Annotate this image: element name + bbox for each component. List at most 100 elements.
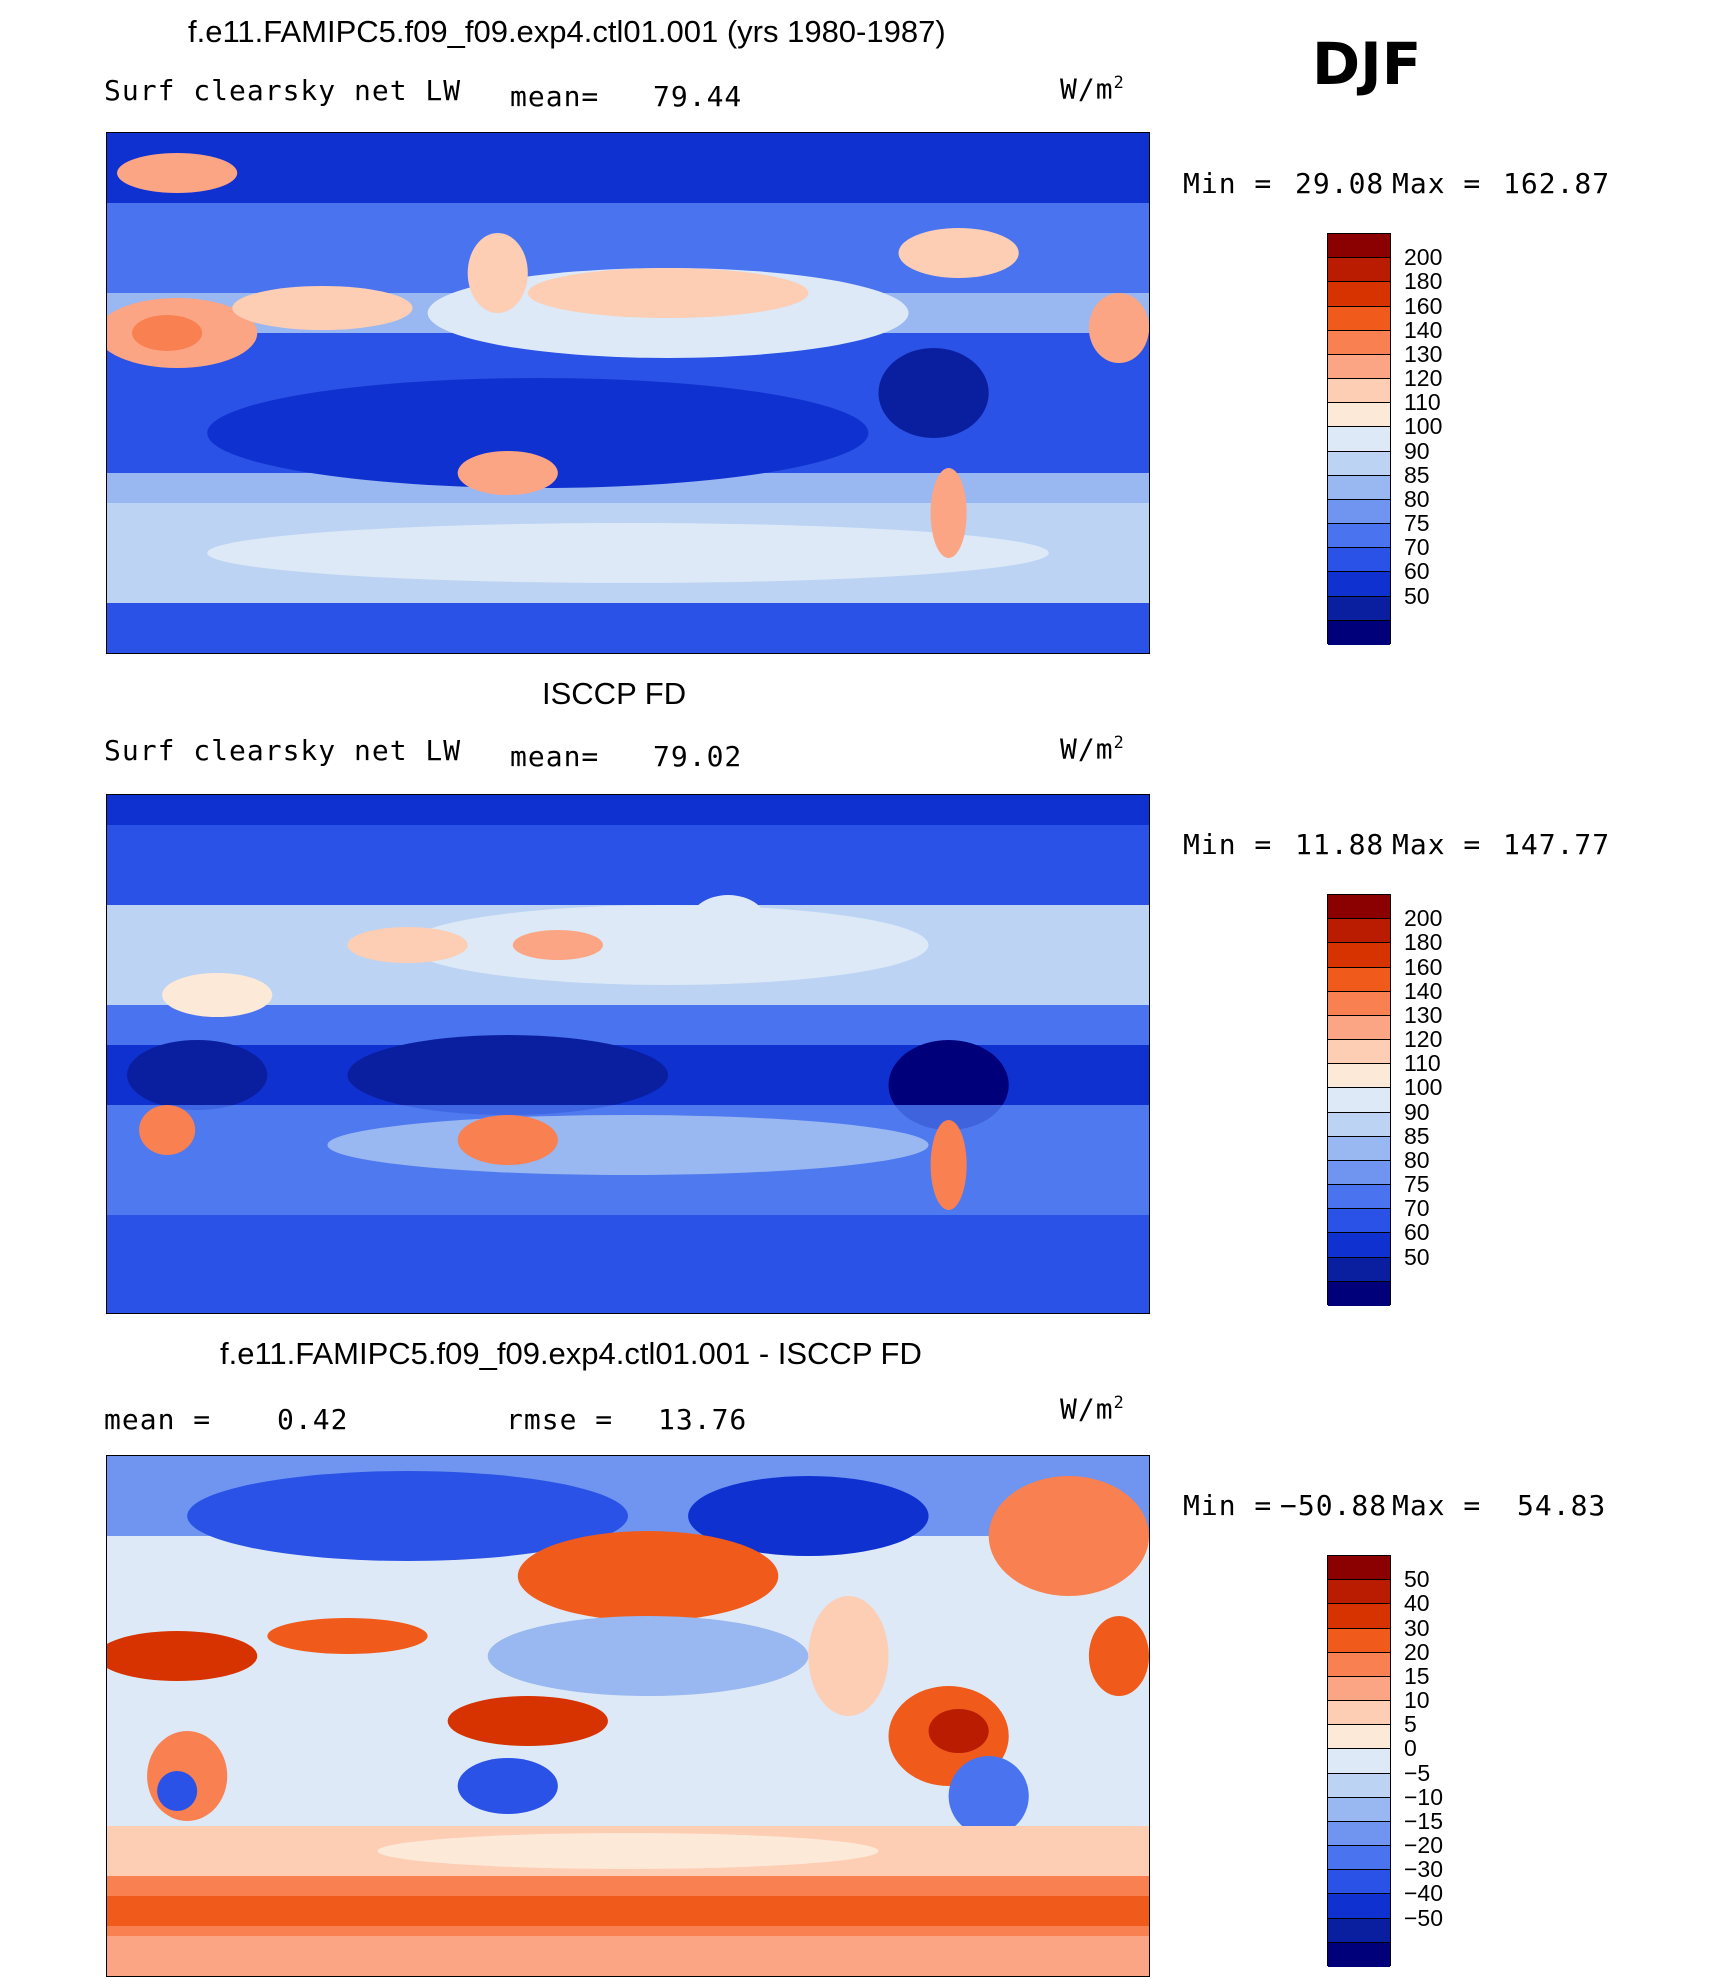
colorbar-swatch: [1328, 1821, 1390, 1847]
panel3-contour-field: [107, 1456, 1149, 1976]
panel3-mean-value: 0.42: [277, 1403, 349, 1436]
colorbar-tick-label: 160: [1404, 292, 1443, 319]
colorbar-tick-label: 200: [1404, 244, 1443, 271]
colorbar-tick-label: 160: [1404, 953, 1443, 980]
colorbar-swatch: [1328, 330, 1390, 355]
colorbar-swatch: [1328, 1797, 1390, 1822]
colorbar-tick-label: 60: [1404, 558, 1430, 585]
colorbar-tick-label: −10: [1404, 1783, 1444, 1810]
colorbar-tick-label: 15: [1404, 1662, 1430, 1689]
panel3-rmse-label: rmse =: [506, 1403, 614, 1436]
colorbar-tick-label: 5: [1404, 1711, 1417, 1738]
colorbar-swatch: [1328, 451, 1390, 476]
colorbar-tick-label: 60: [1404, 1219, 1430, 1246]
panel1-max-label: Max =: [1392, 167, 1482, 200]
colorbar-swatch: [1328, 354, 1390, 380]
colorbar-swatch: [1328, 572, 1390, 597]
panel3-units: W/m2: [1060, 1392, 1125, 1426]
panel2-variable: Surf clearsky net LW: [104, 734, 462, 767]
colorbar-tick-label: 10: [1404, 1687, 1430, 1714]
colorbar-tick-label: −30: [1404, 1856, 1444, 1883]
panel3-map-difference: [106, 1455, 1150, 1977]
colorbar-tick-label: 100: [1404, 1074, 1443, 1101]
panel1-max-value: 162.87: [1503, 167, 1611, 200]
colorbar-tick-label: −20: [1404, 1832, 1444, 1859]
colorbar-tick-label: 40: [1404, 1590, 1430, 1617]
colorbar-swatch: [1328, 427, 1390, 452]
panel2-mean-label: mean=: [510, 740, 600, 773]
panel3-min-value: −50.88: [1280, 1489, 1388, 1522]
panel1-min-label: Min =: [1183, 167, 1273, 200]
panel2-map-observed: [106, 794, 1150, 1314]
colorbar-tick-label: 75: [1404, 510, 1430, 537]
colorbar-swatch: [1328, 1015, 1390, 1041]
colorbar-tick-label: 120: [1404, 1026, 1443, 1053]
colorbar-tick-label: 70: [1404, 534, 1430, 561]
colorbar-tick-label: −15: [1404, 1807, 1444, 1834]
panel2-title: ISCCP FD: [542, 676, 687, 711]
panel1-title: f.e11.FAMIPC5.f09_f09.exp4.ctl01.001 (yr…: [188, 14, 946, 49]
colorbar-tick-label: 180: [1404, 268, 1443, 295]
colorbar-swatch: [1328, 1136, 1390, 1161]
panel3-mean-label: mean =: [104, 1403, 212, 1436]
colorbar-tick-label: 50: [1404, 1243, 1430, 1270]
colorbar-tick-label: 50: [1404, 1566, 1430, 1593]
colorbar-tick-label: −50: [1404, 1904, 1444, 1931]
colorbar-tick-label: 80: [1404, 485, 1430, 512]
colorbar-swatch: [1328, 1185, 1390, 1210]
colorbar-swatch: [1328, 620, 1390, 645]
panel1-map-model: [106, 132, 1150, 654]
colorbar-swatch: [1328, 1942, 1390, 1967]
panel3-rmse-value: 13.76: [658, 1403, 748, 1436]
colorbar-swatch: [1328, 1628, 1390, 1653]
panel3-title: f.e11.FAMIPC5.f09_f09.exp4.ctl01.001 - I…: [220, 1336, 922, 1371]
colorbar-tick-label: 80: [1404, 1146, 1430, 1173]
colorbar-swatch: [1328, 1064, 1390, 1089]
colorbar-tick-label: 200: [1404, 905, 1443, 932]
panel1-min-value: 29.08: [1295, 167, 1385, 200]
colorbar-swatch: [1328, 1846, 1390, 1871]
panel1-units: W/m2: [1060, 72, 1125, 106]
colorbar-tick-label: 85: [1404, 461, 1430, 488]
colorbar-swatch: [1328, 1112, 1390, 1137]
colorbar-tick-label: 50: [1404, 582, 1430, 609]
colorbar-tick-label: 110: [1404, 1050, 1441, 1077]
colorbar-swatch: [1328, 1725, 1390, 1750]
panel2-min-label: Min =: [1183, 828, 1273, 861]
panel2-contour-field: [107, 795, 1149, 1313]
colorbar-swatch: [1328, 1652, 1390, 1677]
colorbar-swatch: [1328, 499, 1390, 525]
colorbar-swatch: [1328, 919, 1390, 944]
colorbar-tick-label: 85: [1404, 1122, 1430, 1149]
panel3-min-label: Min =: [1183, 1489, 1273, 1522]
colorbar-tick-label: 0: [1404, 1735, 1417, 1762]
colorbar-swatch: [1328, 943, 1390, 968]
colorbar-swatch: [1328, 1556, 1390, 1581]
colorbar-swatch: [1328, 379, 1390, 404]
colorbar-swatch: [1328, 306, 1390, 331]
colorbar-tick-label: 140: [1404, 316, 1443, 343]
colorbar-swatch: [1328, 596, 1390, 621]
colorbar-tick-label: 110: [1404, 389, 1441, 416]
colorbar-swatch: [1328, 1604, 1390, 1629]
colorbar-swatch: [1328, 1040, 1390, 1065]
colorbar-swatch: [1328, 895, 1390, 920]
colorbar-swatch: [1328, 991, 1390, 1016]
colorbar-swatch: [1328, 1160, 1390, 1186]
colorbar-tick-label: 140: [1404, 977, 1443, 1004]
colorbar-swatch: [1328, 967, 1390, 992]
colorbar-swatch: [1328, 234, 1390, 259]
colorbar-swatch: [1328, 1257, 1390, 1282]
colorbar-swatch: [1328, 1580, 1390, 1605]
panel3-max-label: Max =: [1392, 1489, 1482, 1522]
panel1-contour-field: [107, 133, 1149, 653]
colorbar-swatch: [1328, 1209, 1390, 1234]
colorbar-swatch: [1328, 258, 1390, 283]
colorbar-tick-label: 180: [1404, 929, 1443, 956]
colorbar-swatch: [1328, 1749, 1390, 1774]
panel1-variable: Surf clearsky net LW: [104, 74, 462, 107]
colorbar-swatch: [1328, 1088, 1390, 1113]
panel1-mean-value: 79.44: [653, 80, 743, 113]
colorbar-tick-label: 30: [1404, 1614, 1430, 1641]
colorbar-tick-label: 130: [1404, 340, 1443, 367]
